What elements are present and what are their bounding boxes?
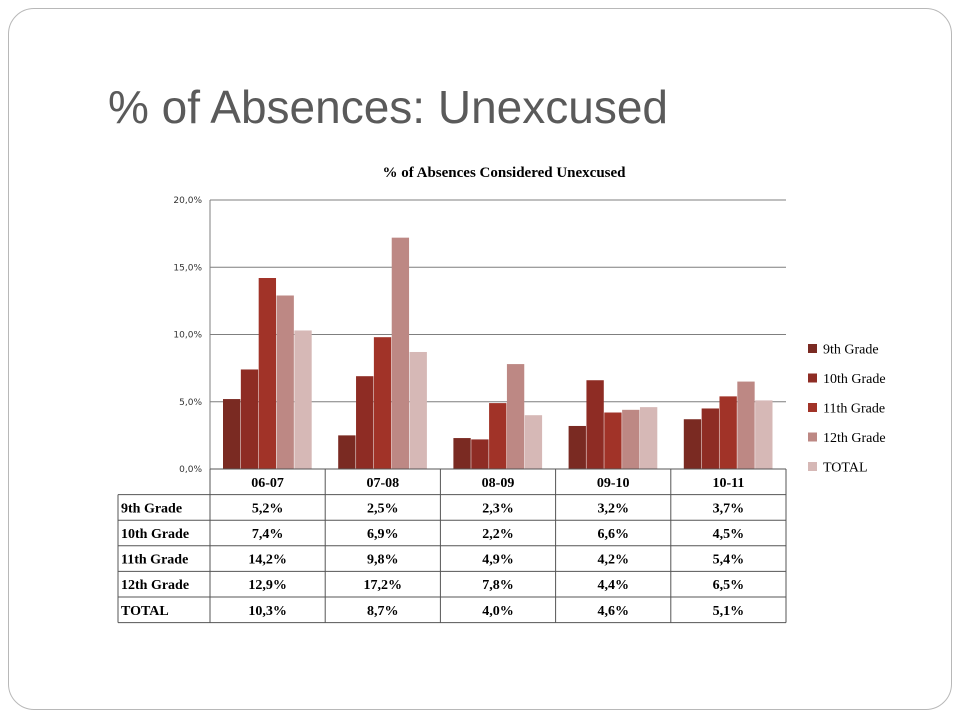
bar [471,439,489,469]
table-cell: 7,8% [482,578,514,593]
bar [719,396,737,469]
table-cell: 3,2% [597,501,629,516]
table-cell: 5,1% [713,604,745,619]
y-tick-label: 10,0% [173,331,202,341]
table-cell: 4,2% [597,553,629,568]
y-tick-label: 0,0% [179,465,202,475]
table-cell: 12,9% [248,578,287,593]
bar [276,295,294,469]
bar [453,438,471,469]
chart-title: % of Absences Considered Unexcused [382,165,626,181]
y-tick-label: 15,0% [173,263,202,273]
table-cell: 8,7% [367,604,399,619]
bar [489,403,507,469]
table-cell: 5,2% [252,501,284,516]
table-cell: 4,0% [482,604,514,619]
category-label: 06-07 [251,476,284,491]
bar [506,364,525,469]
table-cell: 5,4% [713,553,745,568]
table-cell: 17,2% [364,578,403,593]
table-cell: 6,5% [713,578,745,593]
table-cell: 4,9% [482,553,514,568]
table-cell: 10,3% [248,604,287,619]
legend-label: 11th Grade [823,402,885,417]
table-cell: 3,7% [713,501,745,516]
table-cell: 6,9% [367,527,399,542]
bar [391,237,410,469]
bar [737,381,755,469]
bar [604,412,622,469]
y-tick-label: 20,0% [173,196,202,206]
legend-label: 10th Grade [823,372,886,387]
legend-swatch [808,403,817,412]
bar [240,369,259,469]
bar [294,330,312,469]
table-row-label: 10th Grade [121,527,189,542]
y-tick-label: 5,0% [179,398,202,408]
table-cell: 6,6% [597,527,629,542]
category-label: 09-10 [597,476,630,491]
legend-label: TOTAL [823,461,868,476]
legend-swatch [808,462,817,471]
bar [409,351,427,469]
table-cell: 4,6% [597,604,629,619]
bar [755,400,773,469]
slide-frame [8,8,952,710]
bar [683,419,702,469]
table-cell: 4,4% [597,578,629,593]
legend-label: 12th Grade [823,431,886,446]
table-row-label: 11th Grade [121,553,188,568]
legend-label: 9th Grade [823,343,879,358]
bar [701,408,719,469]
legend-swatch [808,432,817,442]
table-cell: 2,3% [482,501,514,516]
legend-swatch [808,344,817,353]
category-label: 07-08 [366,476,399,491]
bar [258,278,277,469]
table-cell: 9,8% [367,553,399,568]
table-cell: 2,5% [367,501,399,516]
bar [524,415,543,469]
table-cell: 2,2% [482,527,514,542]
bar [639,407,658,469]
bar [568,425,586,469]
bar [622,409,640,469]
category-label: 10-11 [712,476,744,491]
table-row-label: TOTAL [121,604,169,619]
table-cell: 14,2% [248,553,287,568]
category-label: 08-09 [482,476,515,491]
bar [338,435,356,469]
table-row-label: 12th Grade [121,578,189,593]
bar [373,337,392,469]
table-cell: 4,5% [713,527,745,542]
bar [586,380,604,469]
bar [356,376,374,469]
table-cell: 7,4% [252,527,284,542]
bar [223,399,241,469]
table-row-label: 9th Grade [121,501,182,516]
legend-swatch [808,373,817,383]
slide-title: % of Absences: Unexcused [108,81,668,133]
